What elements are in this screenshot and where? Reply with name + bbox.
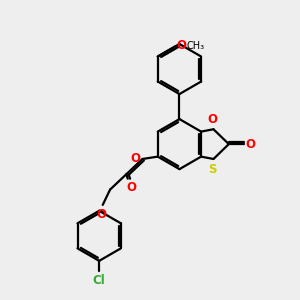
- Text: O: O: [130, 152, 140, 166]
- Text: O: O: [96, 208, 106, 221]
- Text: O: O: [207, 113, 217, 126]
- Text: O: O: [127, 181, 136, 194]
- Text: O: O: [245, 138, 255, 151]
- Text: S: S: [208, 163, 217, 176]
- Text: O: O: [176, 39, 186, 52]
- Text: CH₃: CH₃: [187, 40, 205, 51]
- Text: Cl: Cl: [93, 274, 106, 286]
